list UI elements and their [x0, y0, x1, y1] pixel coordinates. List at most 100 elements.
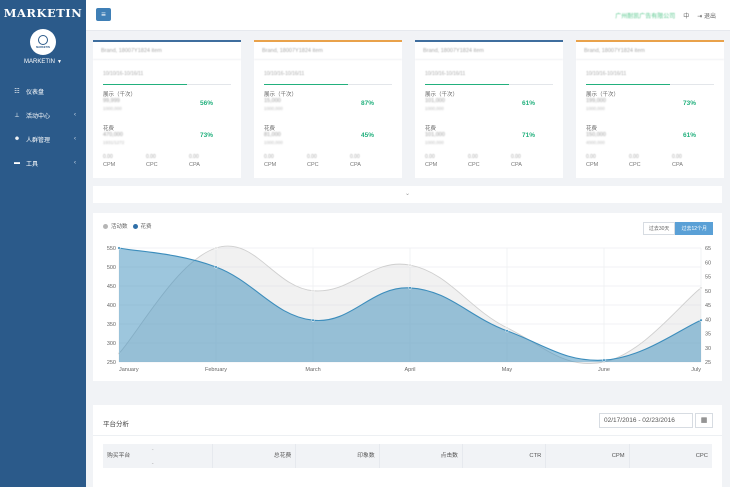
data-point	[117, 246, 121, 250]
sidebar-item-dashboard[interactable]: ☷ 仪表盘	[0, 79, 86, 103]
y-tick-label-right: 40	[705, 317, 711, 323]
y-tick-label-right: 50	[705, 289, 711, 295]
cost-percent: 61%	[682, 132, 696, 139]
area-chart: 550 500 450 400 350 300 250 65 60 55 50 45 40 35 30 25 J…	[107, 245, 711, 373]
cpm-label: CPM	[425, 162, 438, 168]
y-tick-label-right: 45	[705, 303, 711, 309]
card-header: Brand, 18007Y1824 item	[576, 42, 724, 60]
cpc-label: CPC	[468, 162, 480, 168]
cpa-value: 0.00	[350, 154, 360, 160]
data-point	[602, 358, 606, 362]
data-point	[699, 286, 703, 290]
cost-value: 470,000	[103, 132, 123, 138]
x-tick-label: May	[502, 367, 513, 373]
column-header-platform[interactable]: 购买平台 ⌃ ⌄	[103, 444, 213, 468]
user-name: MARKETIN	[24, 59, 56, 65]
cpa-label: CPA	[511, 162, 522, 168]
x-tick-label: April	[404, 367, 415, 373]
column-header-total-cost[interactable]: 总花费	[213, 444, 297, 468]
cost-sub: 1931/1272	[103, 140, 125, 145]
legend-label[interactable]: 花费	[140, 224, 152, 230]
cost-value: 150,000	[586, 132, 606, 138]
mini-values: 0.00 0.00 0.00	[264, 154, 392, 160]
card-progress	[264, 84, 348, 85]
data-point	[408, 263, 412, 267]
cost-value: 81,000	[264, 132, 281, 138]
range-button-30-days[interactable]: 过去30天	[642, 222, 676, 235]
y-tick-label-left: 450	[107, 284, 116, 290]
impressions-sub: 1000,000	[103, 106, 122, 111]
logout-link[interactable]: ⇥ 退出	[697, 11, 716, 20]
column-header-clicks[interactable]: 点击数	[380, 444, 463, 468]
column-header-impressions[interactable]: 印象数	[296, 444, 380, 468]
column-header-ctr[interactable]: CTR	[463, 444, 547, 468]
sidebar-item-label: 人群管理	[26, 137, 51, 144]
hamburger-menu-button[interactable]: ≡	[96, 8, 111, 21]
range-button-12-months[interactable]: 过去12个月	[675, 222, 713, 235]
column-label: 购买平台	[107, 453, 131, 459]
sort-down-icon: ⌄	[151, 460, 155, 465]
logo-mark-icon	[38, 35, 48, 45]
x-tick-label: June	[598, 367, 610, 373]
calendar-button[interactable]: ▦	[695, 413, 713, 428]
user-menu[interactable]: MARKETIN ▼	[0, 59, 86, 65]
sidebar: MARKETIN MARKETIN MARKETIN ▼ ☷ 仪表盘 ⊥ 活动中心…	[0, 0, 86, 487]
y-tick-label-right: 25	[705, 360, 711, 366]
series-area-cost	[119, 248, 701, 362]
data-point	[505, 326, 509, 330]
chevron-left-icon: ‹	[74, 160, 76, 166]
sidebar-item-tools[interactable]: ▬ 工具 ‹	[0, 151, 86, 175]
y-tick-label-left: 500	[107, 265, 116, 271]
sidebar-item-campaigns[interactable]: ⊥ 活动中心 ‹	[0, 103, 86, 127]
legend-label[interactable]: 活动数	[111, 224, 128, 230]
legend-dot	[132, 223, 138, 229]
users-icon: ☻	[13, 136, 21, 142]
card-header: Brand, 18007Y1824 item	[415, 42, 563, 60]
x-tick-label: July	[691, 367, 701, 373]
expand-toggle[interactable]: ⌄	[93, 186, 722, 203]
mini-labels: CPM CPC CPA	[586, 162, 714, 168]
cpc-label: CPC	[146, 162, 158, 168]
logout-icon: ⇥	[697, 14, 703, 20]
cost-sub: 4000,000	[586, 140, 605, 145]
cost-percent: 73%	[199, 132, 213, 139]
mini-labels: CPM CPC CPA	[103, 162, 231, 168]
y-tick-label-left: 250	[107, 360, 116, 366]
cpc-value: 0.00	[629, 154, 639, 160]
language-switch[interactable]: 中	[683, 14, 690, 20]
y-tick-label-right: 35	[705, 332, 711, 338]
cpa-label: CPA	[350, 162, 361, 168]
cost-percent: 45%	[360, 132, 374, 139]
top-bar: ≡ 广州耐凯广告有限公司 中 ⇥ 退出	[86, 0, 730, 31]
cpm-value: 0.00	[425, 154, 435, 160]
impressions-label: 展示（千次）	[264, 92, 298, 98]
column-header-cpc[interactable]: CPC	[695, 453, 708, 459]
date-range-input[interactable]	[599, 413, 693, 428]
cost-label: 花费	[103, 126, 115, 132]
cpa-label: CPA	[189, 162, 200, 168]
impressions-percent: 56%	[199, 100, 213, 107]
sidebar-item-label: 活动中心	[26, 113, 51, 120]
briefcase-icon: ▬	[14, 160, 20, 166]
column-header-cpm[interactable]: CPM	[546, 444, 630, 468]
cpa-label: CPA	[672, 162, 683, 168]
cpa-value: 0.00	[672, 154, 682, 160]
y-tick-label-left: 400	[107, 303, 116, 309]
impressions-label: 展示（千次）	[425, 92, 459, 98]
sidebar-item-audience[interactable]: ☻ 人群管理 ‹	[0, 127, 86, 151]
cpm-value: 0.00	[103, 154, 113, 160]
range-toggle: 过去30天 过去12个月	[642, 222, 713, 235]
summary-cards: Brand, 18007Y1824 item 10/10/16-10/16/11…	[93, 40, 724, 178]
cpc-value: 0.00	[146, 154, 156, 160]
cpc-value: 0.00	[307, 154, 317, 160]
cost-percent: 71%	[521, 132, 535, 139]
calendar-icon: ▦	[700, 417, 708, 424]
cpc-value: 0.00	[468, 154, 478, 160]
x-tick-label: March	[305, 367, 320, 373]
chevron-down-icon: ⌄	[404, 191, 411, 197]
cpc-label: CPC	[307, 162, 319, 168]
table-header: 购买平台 ⌃ ⌄ 总花费 印象数 点击数 CTR CPM CPC	[103, 444, 712, 468]
card-date-range: 10/10/16-10/16/11	[103, 71, 144, 77]
y-tick-label-left: 350	[107, 322, 116, 328]
y-tick-label-left: 300	[107, 341, 116, 347]
